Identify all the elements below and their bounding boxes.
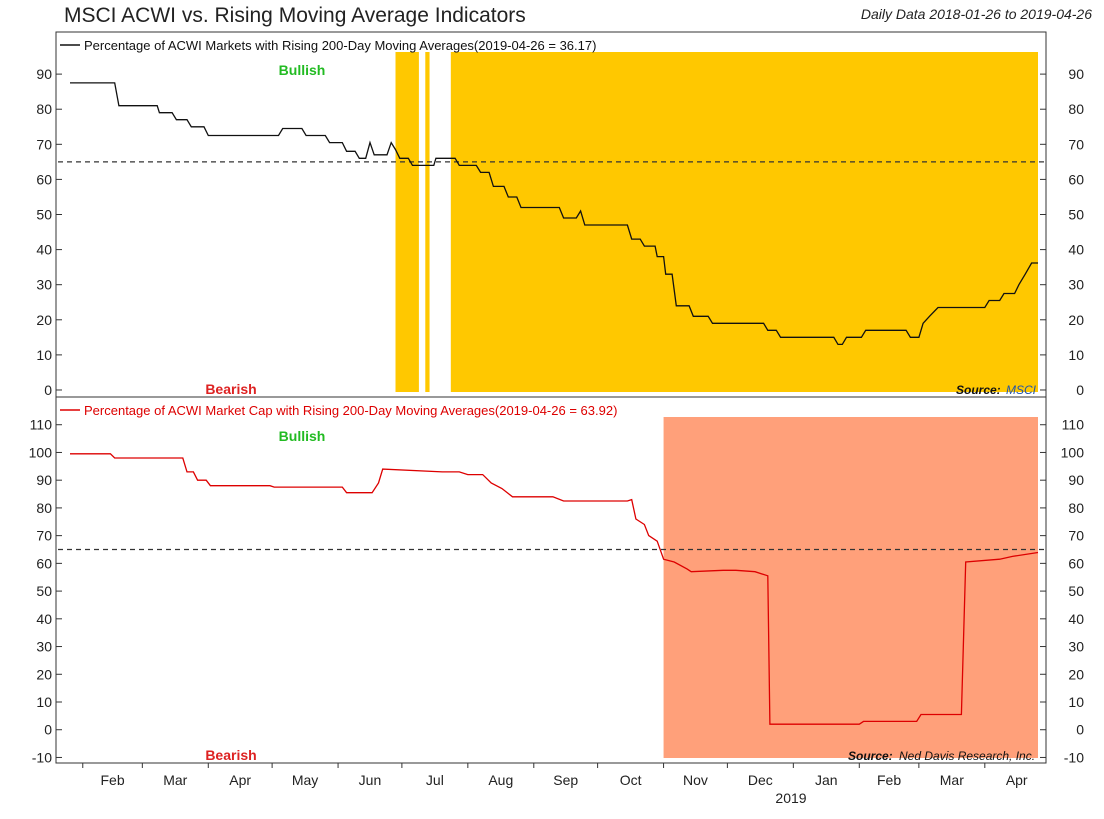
chart-title: MSCI ACWI vs. Rising Moving Average Indi… (64, 4, 526, 27)
bottom-bearish-label: Bearish (205, 747, 256, 763)
bottom-y-axis: -10 -10 0 0 10 10 20 20 30 30 40 40 50 50 60 60 70 70 80 80… (29, 417, 1085, 766)
bottom-legend-label: Percentage of ACWI Market Cap with Risin… (84, 403, 617, 418)
x-axis-month-label: May (292, 772, 318, 788)
top-y-tick-label-left: 70 (36, 136, 52, 152)
top-y-tick-label-right: 0 (1076, 382, 1084, 398)
bottom-y-tick-label-right: 70 (1068, 528, 1084, 544)
bottom-y-tick-label-left: 70 (36, 528, 52, 544)
top-bearish-label: Bearish (205, 381, 256, 397)
bottom-y-tick-label-left: 0 (44, 722, 52, 738)
top-y-tick-label-left: 40 (36, 242, 52, 258)
x-axis-month-label: Feb (100, 772, 124, 788)
bottom-y-tick-label-left: 10 (36, 694, 52, 710)
date-range-label: Daily Data 2018-01-26 to 2019-04-26 (860, 6, 1092, 22)
top-y-tick-label-left: 60 (36, 171, 52, 187)
top-y-tick-label-right: 20 (1068, 312, 1084, 328)
bottom-y-tick-label-left: 20 (36, 666, 52, 682)
bottom-shaded-region (663, 417, 1038, 758)
bottom-y-tick-label-right: 80 (1068, 500, 1084, 516)
x-axis-month-label: Oct (620, 772, 642, 788)
bottom-y-tick-label-right: 100 (1061, 444, 1085, 460)
bottom-y-tick-label-left: -10 (32, 749, 52, 765)
top-y-tick-label-left: 20 (36, 312, 52, 328)
top-series-line (70, 82, 1038, 346)
x-axis-month-label: Jun (359, 772, 382, 788)
bottom-y-tick-label-left: 90 (36, 472, 52, 488)
x-axis-month-label: Mar (163, 772, 187, 788)
bottom-y-tick-label-right: 0 (1076, 722, 1084, 738)
top-y-tick-label-right: 80 (1068, 101, 1084, 117)
x-axis-month-label: Aug (488, 772, 513, 788)
top-y-tick-label-left: 0 (44, 382, 52, 398)
top-y-tick-label-left: 10 (36, 347, 52, 363)
x-axis-year-label: 2019 (775, 790, 806, 806)
bottom-y-tick-label-left: 30 (36, 639, 52, 655)
top-y-tick-label-left: 90 (36, 66, 52, 82)
x-axis-month-label: Apr (229, 772, 251, 788)
bottom-y-tick-label-right: 20 (1068, 666, 1084, 682)
x-axis-month-label: Jul (426, 772, 444, 788)
x-axis-month-label: Apr (1006, 772, 1028, 788)
bottom-y-tick-label-right: 60 (1068, 555, 1084, 571)
top-y-tick-label-right: 50 (1068, 207, 1084, 223)
bottom-y-tick-label-right: -10 (1064, 749, 1084, 765)
top-shaded-regions (395, 52, 1038, 392)
top-shaded-region (450, 52, 1038, 392)
top-y-tick-label-left: 50 (36, 207, 52, 223)
x-axis-month-label: Feb (877, 772, 901, 788)
bottom-panel: -10 -10 0 0 10 10 20 20 30 30 40 40 50 50 60 60 70 70 80 80… (29, 396, 1085, 766)
bottom-y-tick-label-left: 40 (36, 611, 52, 627)
top-y-tick-label-right: 70 (1068, 136, 1084, 152)
top-bullish-label: Bullish (279, 62, 326, 78)
bottom-y-tick-label-right: 90 (1068, 472, 1084, 488)
bottom-source-name: Ned Davis Research, Inc. (899, 749, 1035, 763)
bottom-y-tick-label-right: 110 (1062, 417, 1085, 433)
top-y-tick-label-left: 80 (36, 101, 52, 117)
bottom-panel-frame (55, 396, 1047, 764)
top-y-tick-label-right: 10 (1068, 347, 1084, 363)
top-y-tick-label-right: 90 (1068, 66, 1084, 82)
bottom-y-tick-label-right: 50 (1068, 583, 1084, 599)
bottom-y-tick-label-right: 40 (1068, 611, 1084, 627)
top-y-tick-label-right: 40 (1068, 242, 1084, 258)
bottom-bullish-label: Bullish (279, 428, 326, 444)
top-shaded-region (425, 52, 430, 392)
bottom-source-label: Source: (848, 749, 893, 763)
bottom-y-tick-label-right: 10 (1068, 694, 1084, 710)
bottom-y-tick-label-left: 60 (36, 555, 52, 571)
top-y-tick-label-right: 60 (1068, 171, 1084, 187)
bottom-y-tick-label-left: 80 (36, 500, 52, 516)
top-source-label: Source: (956, 383, 1001, 397)
top-legend-label: Percentage of ACWI Markets with Rising 2… (84, 38, 596, 53)
top-y-tick-label-left: 30 (36, 277, 52, 293)
x-axis-month-label: Nov (683, 772, 708, 788)
x-axis-month-label: Jan (815, 772, 838, 788)
bottom-y-tick-label-left: 50 (36, 583, 52, 599)
x-axis-month-label: Mar (940, 772, 964, 788)
top-source-name: MSCI (1006, 383, 1037, 397)
bottom-shaded-regions (663, 417, 1038, 758)
bottom-y-tick-label-right: 30 (1068, 639, 1084, 655)
top-shaded-region (395, 52, 419, 392)
x-axis-month-label: Sep (553, 772, 578, 788)
x-axis: Feb Mar Apr May Jun Jul Aug Sep Oct Nov Dec Jan Feb M… (82, 763, 1028, 788)
top-y-tick-label-right: 30 (1068, 277, 1084, 293)
top-y-axis: 0 0 10 10 20 20 30 30 40 40 50 50 60 60 70 70 80 80 90 90 (36, 66, 1084, 398)
top-panel: 0 0 10 10 20 20 30 30 40 40 50 50 60 60 70 70 80 80 90 90 P… (36, 31, 1084, 398)
bottom-y-tick-label-left: 110 (30, 417, 53, 433)
bottom-series-line (70, 453, 1039, 725)
bottom-y-tick-label-left: 100 (29, 444, 53, 460)
x-axis-month-label: Dec (748, 772, 773, 788)
